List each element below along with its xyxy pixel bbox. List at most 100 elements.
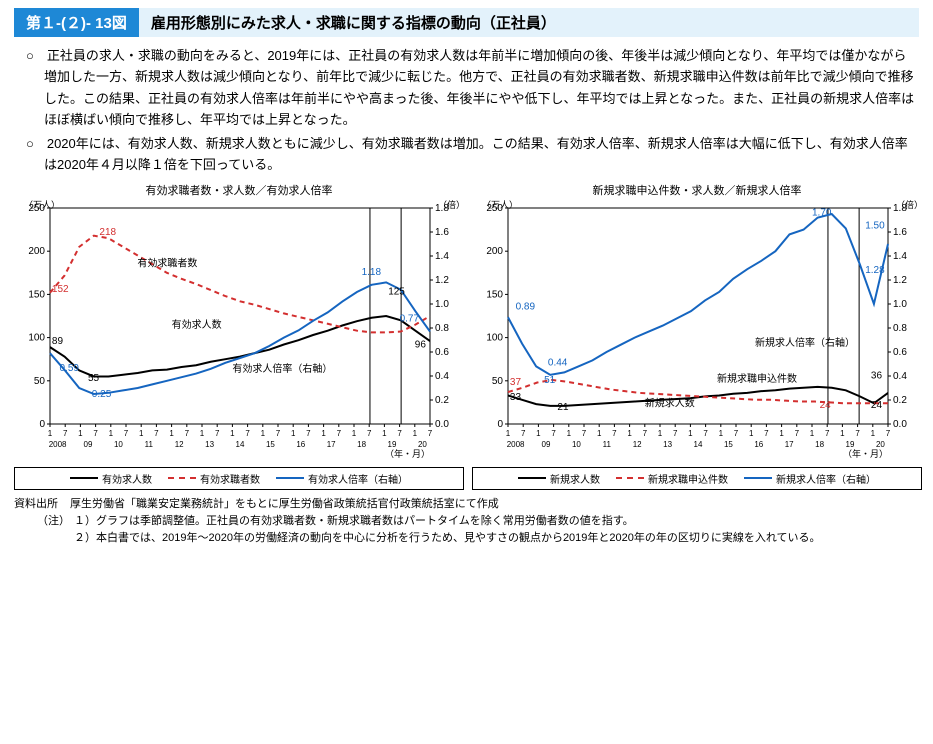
svg-text:1.28: 1.28 xyxy=(865,264,885,275)
figure-number: 第１-(２)- 13図 xyxy=(14,8,139,37)
chart-right: 新規求職申込件数・求人数／新規求人倍率 050100150200250（万人）0… xyxy=(472,182,922,490)
svg-text:200: 200 xyxy=(28,246,45,257)
svg-text:7: 7 xyxy=(764,429,769,438)
svg-text:2008: 2008 xyxy=(507,440,525,449)
svg-text:24: 24 xyxy=(871,399,883,410)
svg-text:0.59: 0.59 xyxy=(60,363,80,374)
svg-text:7: 7 xyxy=(855,429,860,438)
svg-text:1: 1 xyxy=(109,429,114,438)
svg-text:1.18: 1.18 xyxy=(362,267,382,278)
svg-text:7: 7 xyxy=(703,429,708,438)
svg-text:0.77: 0.77 xyxy=(400,313,420,324)
svg-text:96: 96 xyxy=(415,339,427,350)
svg-text:0.89: 0.89 xyxy=(516,301,536,312)
svg-text:37: 37 xyxy=(510,377,522,388)
svg-text:7: 7 xyxy=(215,429,220,438)
svg-text:0.4: 0.4 xyxy=(893,371,907,382)
svg-text:100: 100 xyxy=(28,332,45,343)
svg-text:13: 13 xyxy=(663,440,672,449)
svg-text:1: 1 xyxy=(261,429,266,438)
svg-text:51: 51 xyxy=(544,375,556,386)
svg-text:1.4: 1.4 xyxy=(893,251,907,262)
svg-text:100: 100 xyxy=(486,332,503,343)
svg-text:1.70: 1.70 xyxy=(812,207,832,218)
svg-text:新規求人倍率（右軸）: 新規求人倍率（右軸） xyxy=(755,336,855,349)
svg-text:7: 7 xyxy=(582,429,587,438)
source-notes: 資料出所 厚生労働省「職業安定業務統計」をもとに厚生労働省政策統括官付政策統括室… xyxy=(14,496,919,547)
svg-text:新規求人数: 新規求人数 xyxy=(645,396,695,409)
svg-text:（万人）: （万人） xyxy=(24,200,60,210)
description-2: ○ 2020年には、有効求人数、新規求人数ともに減少し、有効求職者数は増加。この… xyxy=(24,133,915,176)
svg-text:（倍）: （倍） xyxy=(438,200,464,210)
svg-text:0: 0 xyxy=(497,419,503,430)
svg-text:（万人）: （万人） xyxy=(482,200,518,210)
svg-text:218: 218 xyxy=(99,227,116,238)
svg-text:125: 125 xyxy=(388,286,405,297)
svg-text:16: 16 xyxy=(754,440,763,449)
svg-text:1: 1 xyxy=(779,429,784,438)
chart-right-svg: 050100150200250（万人）0.00.20.40.60.81.01.2… xyxy=(472,200,922,460)
svg-text:7: 7 xyxy=(795,429,800,438)
svg-text:1: 1 xyxy=(627,429,632,438)
chart-right-title: 新規求職申込件数・求人数／新規求人倍率 xyxy=(472,182,922,198)
svg-text:7: 7 xyxy=(521,429,526,438)
svg-text:0.2: 0.2 xyxy=(435,395,449,406)
chart-left: 有効求職者数・求人数／有効求人倍率 050100150200250（万人）0.0… xyxy=(14,182,464,490)
svg-text:0.8: 0.8 xyxy=(435,323,449,334)
note-2: ２）本白書では、2019年～2020年の労働経済の動向を中心に分析を行うため、見… xyxy=(74,530,919,547)
svg-text:09: 09 xyxy=(84,440,93,449)
svg-text:1: 1 xyxy=(536,429,541,438)
svg-text:0.25: 0.25 xyxy=(92,389,112,400)
svg-text:7: 7 xyxy=(643,429,648,438)
svg-text:1: 1 xyxy=(871,429,876,438)
svg-text:1.6: 1.6 xyxy=(435,227,449,238)
svg-text:7: 7 xyxy=(367,429,372,438)
svg-text:7: 7 xyxy=(154,429,159,438)
svg-text:1.0: 1.0 xyxy=(435,299,449,310)
svg-text:7: 7 xyxy=(93,429,98,438)
svg-text:2008: 2008 xyxy=(49,440,67,449)
svg-text:1: 1 xyxy=(352,429,357,438)
svg-text:14: 14 xyxy=(236,440,245,449)
source-label: 資料出所 xyxy=(14,496,70,513)
svg-text:10: 10 xyxy=(572,440,581,449)
svg-text:0: 0 xyxy=(39,419,45,430)
svg-text:150: 150 xyxy=(486,289,503,300)
chart-left-title: 有効求職者数・求人数／有効求人倍率 xyxy=(14,182,464,198)
figure-header: 第１-(２)- 13図 雇用形態別にみた求人・求職に関する指標の動向（正社員） xyxy=(14,8,919,37)
note-1: １）グラフは季節調整値。正社員の有効求職者数・新規求職者数はパートタイムを除く常… xyxy=(74,513,919,530)
svg-text:0.44: 0.44 xyxy=(548,357,568,368)
svg-text:12: 12 xyxy=(633,440,642,449)
chart-right-legend: 新規求人数新規求職申込件数新規求人倍率（右軸） xyxy=(472,467,922,490)
svg-text:18: 18 xyxy=(357,440,366,449)
svg-text:0.0: 0.0 xyxy=(435,419,449,430)
svg-text:24: 24 xyxy=(820,399,832,410)
figure-title: 雇用形態別にみた求人・求職に関する指標の動向（正社員） xyxy=(139,8,919,37)
svg-text:14: 14 xyxy=(694,440,703,449)
svg-text:50: 50 xyxy=(34,375,46,386)
svg-text:17: 17 xyxy=(785,440,794,449)
svg-text:7: 7 xyxy=(673,429,678,438)
svg-text:1: 1 xyxy=(597,429,602,438)
charts-row: 有効求職者数・求人数／有効求人倍率 050100150200250（万人）0.0… xyxy=(14,182,919,490)
svg-text:1.2: 1.2 xyxy=(435,275,449,286)
svg-text:7: 7 xyxy=(734,429,739,438)
svg-text:11: 11 xyxy=(603,440,612,449)
svg-text:1: 1 xyxy=(291,429,296,438)
svg-text:7: 7 xyxy=(337,429,342,438)
svg-text:1: 1 xyxy=(169,429,174,438)
svg-text:7: 7 xyxy=(276,429,281,438)
svg-text:20: 20 xyxy=(876,440,885,449)
svg-text:1.6: 1.6 xyxy=(893,227,907,238)
svg-text:17: 17 xyxy=(327,440,336,449)
svg-text:1: 1 xyxy=(382,429,387,438)
svg-text:1: 1 xyxy=(48,429,53,438)
svg-text:7: 7 xyxy=(397,429,402,438)
svg-text:7: 7 xyxy=(124,429,129,438)
source-text: 厚生労働省「職業安定業務統計」をもとに厚生労働省政策統括官付政策統括室にて作成 xyxy=(70,496,499,513)
svg-text:10: 10 xyxy=(114,440,123,449)
svg-text:33: 33 xyxy=(510,392,522,403)
svg-text:20: 20 xyxy=(418,440,427,449)
svg-text:新規求職申込件数: 新規求職申込件数 xyxy=(717,372,797,385)
svg-text:（年・月）: （年・月） xyxy=(385,448,430,459)
